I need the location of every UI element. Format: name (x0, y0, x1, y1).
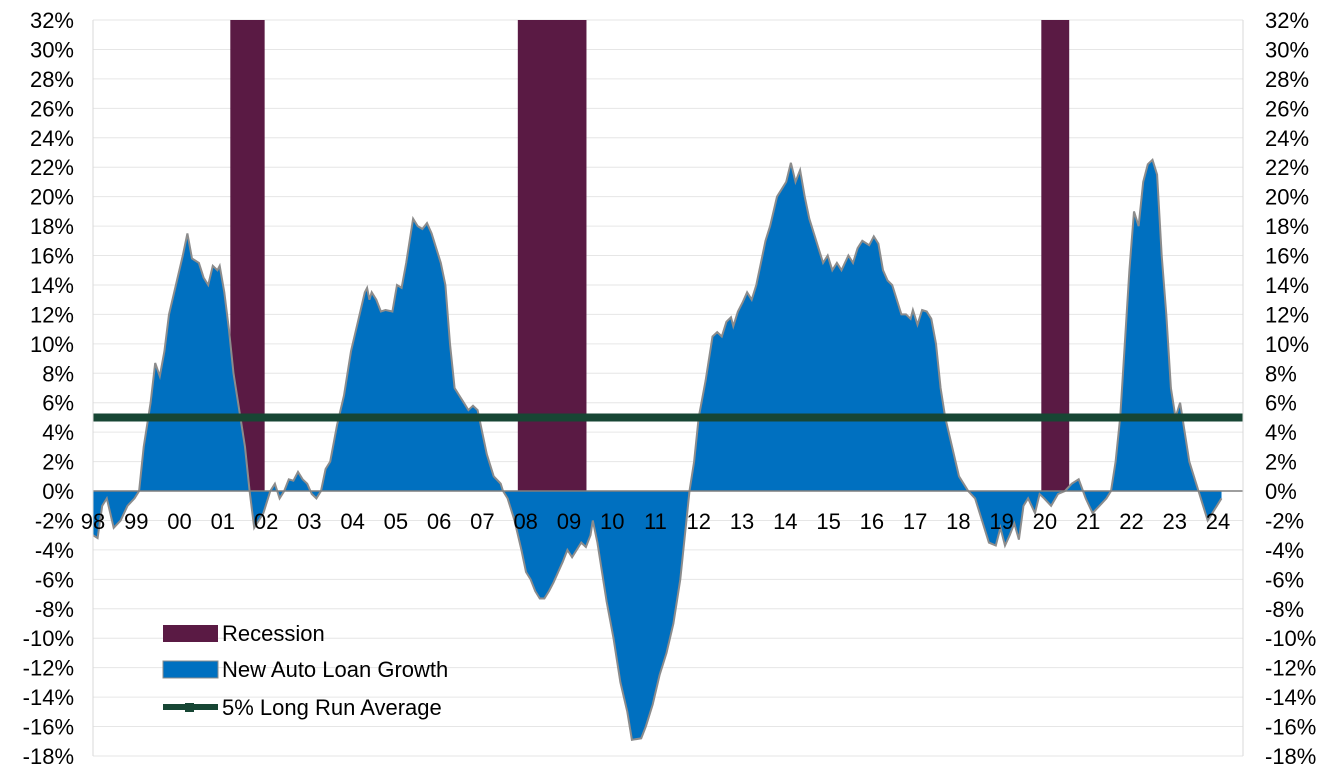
y-tick-label-right: 30% (1265, 37, 1309, 62)
legend: Recession New Auto Loan Growth 5% Long R… (162, 621, 448, 720)
x-tick-label: 06 (427, 509, 451, 534)
y-tick-label-right: 26% (1265, 96, 1309, 121)
recession-bands (230, 20, 1070, 492)
left-y-axis: -18% -16% -14% -12% -10% -8% -6% -4% -2% 0% 2% 4% 6%… (23, 8, 94, 769)
y-tick-label-right: 8% (1265, 361, 1297, 386)
y-tick-label-right: -6% (1265, 567, 1304, 592)
x-tick-label: 14 (773, 509, 797, 534)
y-tick-label-right: 10% (1265, 332, 1309, 357)
y-tick-label-left: -8% (35, 597, 74, 622)
right-y-axis: -18% -16% -14% -12% -10% -8% -6% -4% -2% 0% 2% 4% 6%… (1242, 8, 1316, 769)
y-tick-label-left: -4% (35, 538, 74, 563)
y-tick-label-right: 22% (1265, 155, 1309, 180)
x-tick-label: 13 (730, 509, 754, 534)
y-tick-label-right: 16% (1265, 244, 1309, 269)
y-tick-label-right: -8% (1265, 597, 1304, 622)
growth-area-fill (93, 159, 1222, 740)
x-tick-label: 07 (470, 509, 494, 534)
y-tick-label-left: 6% (42, 391, 74, 416)
x-tick-label: 22 (1119, 509, 1143, 534)
legend-marker-average (185, 703, 194, 712)
y-tick-label-right: 12% (1265, 302, 1309, 327)
x-tick-label: 21 (1076, 509, 1100, 534)
y-tick-label-right: -18% (1265, 744, 1316, 769)
y-tick-label-left: 4% (42, 420, 74, 445)
y-tick-label-left: -6% (35, 567, 74, 592)
y-tick-label-left: 8% (42, 361, 74, 386)
recession-band (1041, 20, 1070, 492)
y-tick-label-left: 30% (30, 37, 74, 62)
x-tick-label: 02 (254, 509, 278, 534)
x-tick-label: 23 (1162, 509, 1186, 534)
y-tick-label-right: 2% (1265, 450, 1297, 475)
x-tick-label: 10 (600, 509, 624, 534)
y-tick-label-right: 28% (1265, 67, 1309, 92)
y-tick-label-right: 18% (1265, 214, 1309, 239)
y-tick-label-left: 24% (30, 126, 74, 151)
x-tick-label: 24 (1206, 509, 1230, 534)
y-tick-label-right: -16% (1265, 715, 1316, 740)
x-tick-label: 08 (513, 509, 537, 534)
y-tick-label-left: 12% (30, 302, 74, 327)
x-tick-label: 99 (124, 509, 148, 534)
y-tick-label-right: 4% (1265, 420, 1297, 445)
y-tick-label-right: 24% (1265, 126, 1309, 151)
x-tick-label: 04 (340, 509, 364, 534)
x-tick-label: 03 (297, 509, 321, 534)
y-tick-label-left: -12% (23, 656, 74, 681)
x-tick-label: 16 (860, 509, 884, 534)
y-tick-label-left: -14% (23, 685, 74, 710)
y-tick-label-left: 32% (30, 8, 74, 33)
y-tick-label-left: 26% (30, 96, 74, 121)
growth-area-outline (92, 157, 1223, 741)
x-tick-label: 19 (989, 509, 1013, 534)
recession-band (517, 20, 587, 492)
y-tick-label-left: 2% (42, 450, 74, 475)
y-tick-label-left: 22% (30, 155, 74, 180)
y-tick-label-left: 20% (30, 185, 74, 210)
y-tick-label-left: -2% (35, 508, 74, 533)
y-tick-label-left: 14% (30, 273, 74, 298)
y-tick-label-left: -16% (23, 715, 74, 740)
x-tick-label: 01 (211, 509, 235, 534)
y-tick-label-right: -12% (1265, 656, 1316, 681)
y-tick-label-right: 0% (1265, 479, 1297, 504)
y-tick-label-left: -18% (23, 744, 74, 769)
y-tick-label-right: -14% (1265, 685, 1316, 710)
legend-label-recession: Recession (222, 621, 325, 646)
y-tick-label-right: 32% (1265, 8, 1309, 33)
x-axis: 98 99 00 01 02 03 04 05 06 07 08 09 10 11 12 13 14 15 16 17… (81, 509, 1230, 534)
x-tick-label: 98 (81, 509, 105, 534)
y-tick-label-left: -10% (23, 626, 74, 651)
y-tick-label-left: 0% (42, 479, 74, 504)
legend-swatch-growth (162, 660, 219, 679)
x-tick-label: 12 (687, 509, 711, 534)
y-tick-label-right: -10% (1265, 626, 1316, 651)
x-tick-label: 11 (644, 509, 667, 534)
legend-label-growth: New Auto Loan Growth (222, 657, 448, 682)
y-tick-label-right: -2% (1265, 508, 1304, 533)
y-tick-label-left: 18% (30, 214, 74, 239)
x-tick-label: 17 (903, 509, 927, 534)
x-tick-label: 20 (1033, 509, 1057, 534)
legend-label-average: 5% Long Run Average (222, 695, 442, 720)
y-tick-label-left: 16% (30, 244, 74, 269)
y-tick-label-right: 14% (1265, 273, 1309, 298)
y-tick-label-right: -4% (1265, 538, 1304, 563)
x-tick-label: 00 (167, 509, 191, 534)
y-tick-label-right: 20% (1265, 185, 1309, 210)
y-tick-label-right: 6% (1265, 391, 1297, 416)
x-tick-label: 09 (557, 509, 581, 534)
legend-swatch-recession (163, 625, 218, 642)
x-tick-label: 15 (816, 509, 840, 534)
x-tick-label: 05 (384, 509, 408, 534)
x-tick-label: 18 (946, 509, 970, 534)
y-tick-label-left: 10% (30, 332, 74, 357)
new-auto-loan-growth-area (92, 157, 1223, 741)
y-tick-label-left: 28% (30, 67, 74, 92)
